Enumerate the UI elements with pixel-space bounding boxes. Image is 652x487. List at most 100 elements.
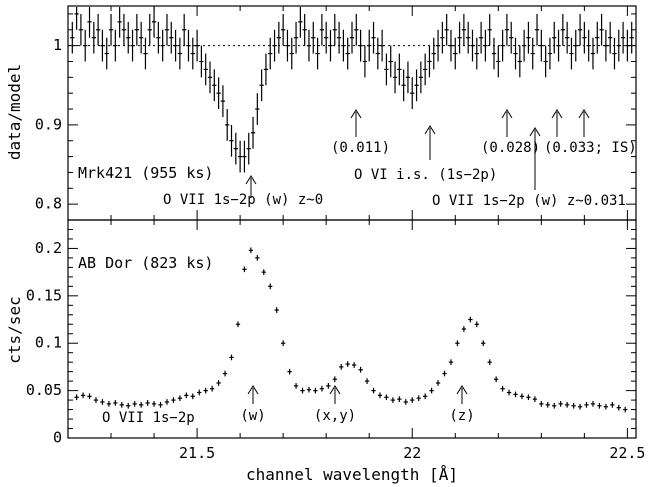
bottom-point-30	[268, 283, 273, 290]
top-point-52	[293, 21, 299, 54]
bottom-point-55	[429, 387, 434, 394]
annotation-text-ovii-z0: O VII 1s−2p (w) z~0	[163, 192, 323, 208]
top-point-111	[547, 37, 553, 70]
top-point-71	[375, 37, 380, 70]
bottom-point-42	[345, 361, 350, 367]
bottom-point-5	[106, 401, 112, 407]
top-point-35	[220, 85, 226, 117]
top-point-116	[569, 37, 574, 70]
top-point-17	[143, 37, 148, 70]
top-point-66	[354, 13, 359, 46]
top-point-126	[612, 37, 617, 70]
annotation-0011: (0.011)	[331, 109, 390, 156]
bottom-point-35	[300, 387, 305, 394]
bottom-point-14	[164, 399, 170, 405]
bottom-data-points	[74, 247, 628, 413]
top-point-61	[332, 13, 337, 46]
bottom-point-27	[248, 247, 254, 254]
top-point-99	[496, 45, 501, 78]
bottom-ytick-label-3: 0.15	[26, 286, 62, 304]
top-point-87	[444, 13, 449, 46]
top-point-91	[461, 13, 467, 46]
annotation-ovii-z0: O VII 1s−2p (w) z~0	[163, 175, 323, 208]
top-point-25	[177, 37, 183, 70]
top-point-127	[616, 29, 621, 62]
bottom-point-29	[261, 269, 266, 275]
top-point-60	[328, 29, 333, 62]
bottom-point-59	[455, 340, 460, 347]
bottom-point-41	[339, 364, 344, 370]
top-panel-label: Mrk421 (955 ks)	[78, 164, 213, 182]
bottom-point-58	[448, 359, 454, 366]
top-point-51	[289, 37, 294, 70]
top-point-92	[466, 21, 471, 54]
bottom-point-23	[222, 370, 228, 377]
annotation-xy: (x,y)	[314, 385, 356, 424]
bottom-point-45	[364, 378, 370, 384]
top-point-94	[474, 37, 479, 70]
top-point-122	[595, 21, 600, 54]
top-point-3	[83, 29, 88, 62]
top-point-102	[509, 21, 514, 54]
top-point-103	[513, 37, 518, 70]
bottom-point-26	[242, 266, 247, 273]
top-point-7	[100, 29, 105, 62]
top-point-26	[182, 13, 187, 46]
bottom-point-25	[235, 321, 241, 328]
bottom-point-73	[545, 401, 550, 408]
bottom-point-83	[610, 401, 615, 408]
top-point-100	[500, 29, 505, 62]
top-point-120	[586, 29, 591, 62]
top-point-47	[272, 29, 277, 62]
bottom-point-3	[93, 397, 99, 403]
annotation-z: (z)	[449, 385, 475, 424]
bottom-point-4	[100, 399, 105, 405]
top-point-46	[268, 37, 273, 70]
top-point-55	[306, 29, 312, 62]
top-point-125	[608, 21, 613, 54]
bottom-point-22	[216, 380, 221, 386]
top-panel: 0.8 0.9 1 data/model Mrk421 (955 ks) O V…	[5, 5, 637, 221]
top-point-110	[543, 45, 548, 78]
arrowhead-ovi-is	[424, 125, 436, 135]
top-point-68	[362, 45, 368, 78]
bottom-point-77	[571, 402, 576, 409]
bottom-point-48	[384, 394, 389, 401]
top-point-49	[281, 13, 286, 46]
bottom-point-7	[119, 401, 124, 408]
bottom-axis-ticks	[68, 219, 636, 439]
annotation-0028: (0.028)	[481, 109, 540, 156]
top-point-0	[70, 21, 75, 54]
annotation-text-ovii-z031: O VII 1s−2p (w) z~0.031	[432, 193, 626, 209]
top-point-50	[285, 29, 290, 62]
top-point-36	[225, 109, 230, 141]
top-point-113	[556, 29, 561, 62]
top-point-80	[414, 69, 419, 102]
bottom-point-20	[203, 387, 208, 394]
top-point-130	[629, 21, 634, 54]
bottom-ytick-label-4: 0.2	[35, 239, 62, 257]
top-point-56	[311, 21, 316, 54]
top-ytick-label-1: 0.9	[35, 115, 62, 133]
bottom-point-52	[410, 397, 415, 403]
bottom-ytick-label-0: 0	[53, 429, 62, 447]
top-point-112	[552, 21, 557, 54]
bottom-point-2	[87, 393, 92, 400]
top-point-123	[599, 13, 604, 46]
top-point-117	[573, 29, 578, 62]
annotation-ovii-1s2p: O VII 1s−2p	[102, 410, 195, 426]
top-point-12	[121, 13, 127, 46]
top-point-62	[336, 21, 342, 54]
bottom-point-67	[506, 389, 512, 396]
bottom-point-53	[416, 395, 421, 402]
top-point-74	[388, 45, 393, 78]
bottom-point-63	[481, 340, 486, 347]
bottom-point-71	[532, 396, 538, 402]
top-point-59	[324, 21, 329, 54]
top-point-76	[397, 53, 402, 86]
bottom-ytick-label-1: 0.05	[26, 381, 62, 399]
top-point-70	[371, 21, 376, 54]
top-point-24	[173, 29, 178, 62]
top-point-83	[427, 45, 432, 78]
top-point-67	[358, 29, 363, 62]
